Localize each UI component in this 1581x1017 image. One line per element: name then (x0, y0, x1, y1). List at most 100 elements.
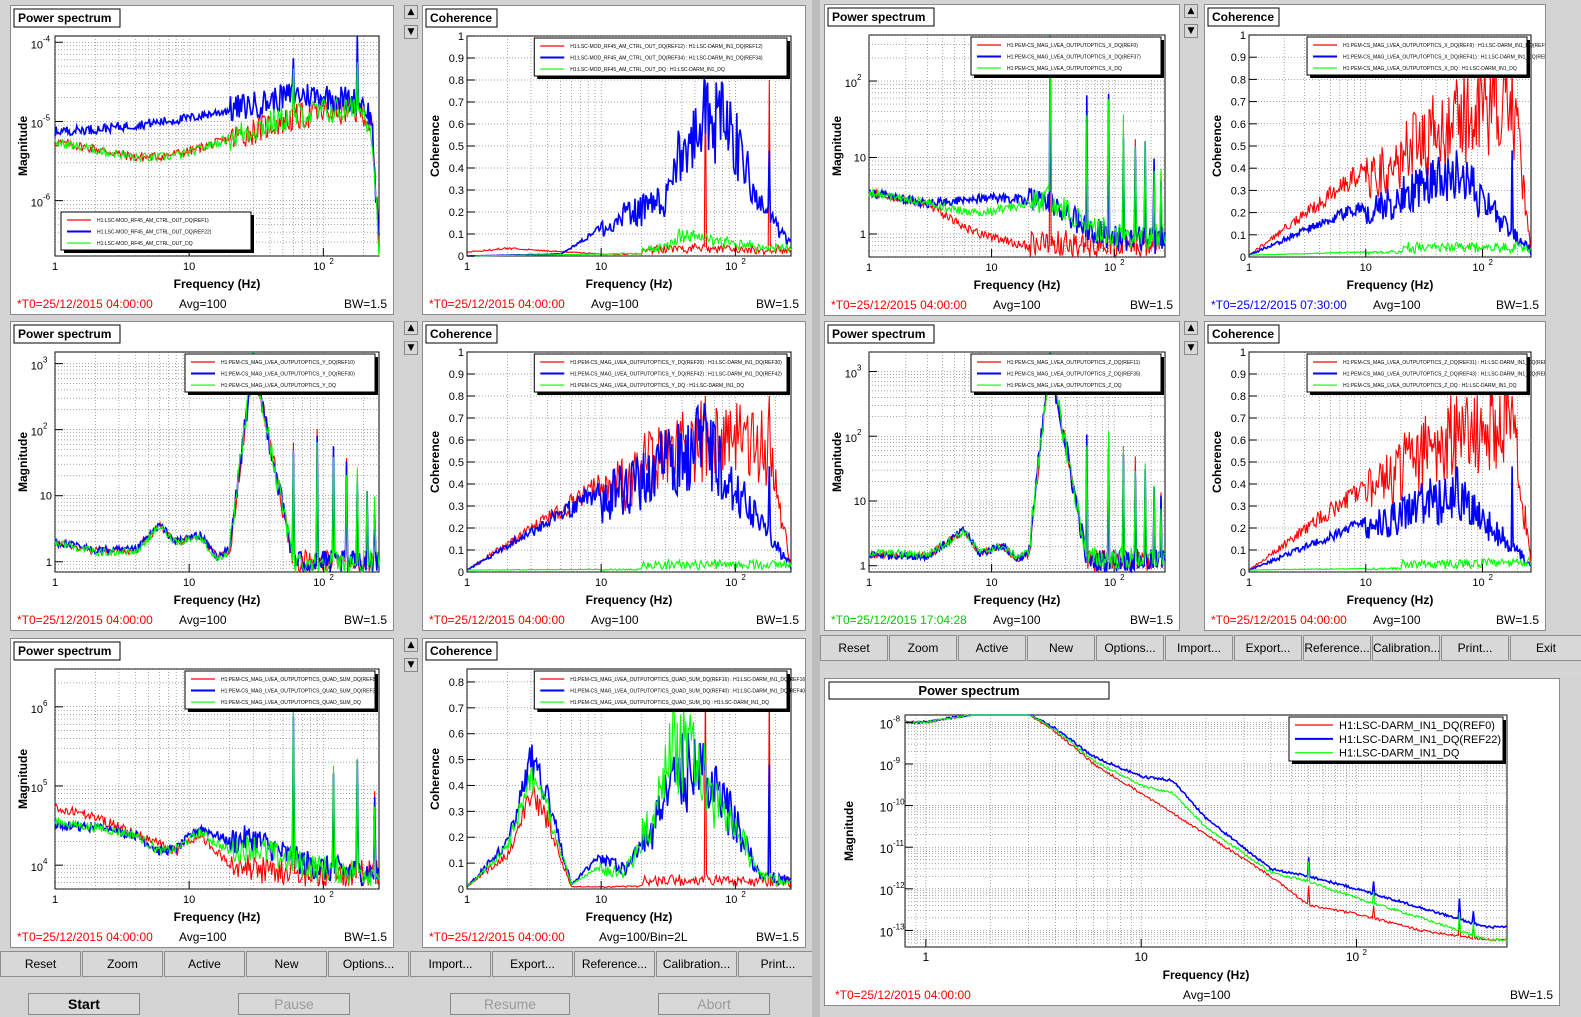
toolbar-button-export[interactable]: Export... (1234, 635, 1302, 661)
toolbar-button-options[interactable]: Options... (1096, 635, 1164, 661)
legend-entry: H1:PEM-CS_MAG_LVEA_OUTPUTOPTICS_Y_DQ(REF… (570, 372, 782, 378)
toolbar-button-reference[interactable]: Reference... (574, 951, 655, 977)
y-tick-label: 10 (880, 801, 894, 815)
x-axis-label: Frequency (Hz) (586, 593, 673, 607)
y-tick-label: 0.4 (1231, 163, 1246, 175)
toolbar-button-import[interactable]: Import... (1165, 635, 1233, 661)
time-stamp: *T0=25/12/2015 04:00:00 (1211, 613, 1347, 627)
darm-diagnostic-window: Power spectrum 1 10 10 2 10 -13 10 -12 10 -11 10 -10… (820, 676, 1581, 1017)
toolbar-button-export[interactable]: Export... (492, 951, 573, 977)
y-tick-exponent: -11 (893, 839, 905, 848)
toolbar-button-calibration[interactable]: Calibration... (1372, 635, 1440, 661)
y-tick-label: 0.8 (449, 677, 464, 689)
legend-entry: H1:PEM-CS_MAG_LVEA_OUTPUTOPTICS_Z_DQ(REF… (1007, 372, 1141, 378)
plot-pad-magy-psd[interactable]: Power spectrum 1 10 10 2 1 10 10 2 10 3 Frequency (… (10, 321, 394, 631)
y-tick-label: 10 (880, 925, 894, 939)
bandwidth: BW=1.5 (756, 930, 799, 944)
plot-pad-magy-coherence[interactable]: Coherence 1 10 10 2 0 0.1 0.2 0.3 0.4 0.5 0.6 0.7 0.8… (422, 321, 806, 631)
legend-entry: H1:LSC-DARM_IN1_DQ(REF22) (1339, 734, 1501, 746)
y-tick-label: 0 (458, 567, 464, 579)
pad-title-text: Coherence (430, 327, 492, 341)
plot-pad-rf45-coherence[interactable]: Coherence 1 10 10 2 0 0.1 0.2 0.3 0.4 0.5 0.6 0.7 0.8… (422, 5, 806, 315)
axis-labels: 1 10 10 2 0 0.1 0.2 0.3 0.4 0.5 0.6 0.7 0.8 0.9 1 Frequ… (428, 347, 746, 607)
x-tick-label: 10 (725, 261, 737, 273)
x-tick-exponent: 2 (329, 573, 334, 582)
x-axis-label: Frequency (Hz) (1163, 968, 1250, 982)
x-tick-label: 10 (1472, 262, 1484, 274)
y-axis-label: Coherence (1210, 115, 1224, 177)
toolbar-button-new[interactable]: New (246, 951, 327, 977)
bandwidth: BW=1.5 (1510, 988, 1553, 1002)
series-line-2 (868, 34, 1166, 249)
plot-pad-magx-psd[interactable]: Power spectrum 1 10 10 2 1 10 10 2 Frequency (Hz)… (824, 4, 1180, 316)
window-separator (812, 0, 820, 1017)
x-tick-label: 10 (1104, 577, 1116, 589)
legend-entry: H1:LSC-MOD_RF45_AM_CTRL_OUT_DQ(REF34) : … (570, 56, 763, 62)
resume-button[interactable]: Resume (450, 993, 570, 1015)
scroll-up-button[interactable]: ▲ (1184, 321, 1198, 335)
scroll-down-button[interactable]: ▼ (404, 341, 418, 355)
series-line-2 (868, 351, 1166, 570)
x-tick-label: 1 (923, 950, 930, 964)
scroll-up-button[interactable]: ▲ (404, 321, 418, 335)
plot-pad-magz-coherence[interactable]: Coherence 1 10 10 2 0 0.1 0.2 0.3 0.4 0.5 0.6 0.7 0.8… (1204, 321, 1546, 631)
toolbar-button-new[interactable]: New (1027, 635, 1095, 661)
scroll-down-button[interactable]: ▼ (404, 658, 418, 672)
toolbar-button-print[interactable]: Print... (1441, 635, 1509, 661)
plot-canvas: Coherence 1 10 10 2 0 0.1 0.2 0.3 0.4 0.5 0.6 0.7 0.8… (425, 324, 799, 627)
toolbar-button-reset[interactable]: Reset (0, 951, 81, 977)
toolbar-button-active[interactable]: Active (164, 951, 245, 977)
y-tick-exponent: -10 (893, 798, 905, 807)
legend-entry: H1:PEM-CS_MAG_LVEA_OUTPUTOPTICS_QUAD_SUM… (570, 677, 805, 683)
x-tick-label: 1 (464, 261, 470, 273)
scroll-up-button[interactable]: ▲ (1184, 4, 1198, 18)
scroll-down-button[interactable]: ▼ (1184, 24, 1198, 38)
plot-pad-rf45-psd[interactable]: Power spectrum 1 10 10 2 10 -6 10 -5 10 -4 Frequenc… (10, 5, 394, 315)
series-line-1 (466, 732, 792, 888)
y-tick-label: 0.3 (1231, 185, 1246, 197)
toolbar-button-zoom[interactable]: Zoom (889, 635, 957, 661)
toolbar-button-reset[interactable]: Reset (820, 635, 888, 661)
y-axis-label: Coherence (1210, 431, 1224, 493)
x-tick-label: 1 (866, 262, 872, 274)
pad-title-text: Coherence (430, 11, 492, 25)
bandwidth: BW=1.5 (756, 297, 799, 311)
plot-canvas: Coherence 1 10 10 2 0 0.1 0.2 0.3 0.4 0.5 0.6 0.7 0.8… (1207, 7, 1545, 312)
y-tick-label: 0.5 (449, 457, 464, 469)
x-axis-label: Frequency (Hz) (174, 277, 261, 291)
start-button[interactable]: Start (28, 993, 140, 1015)
legend-box (184, 353, 376, 393)
y-tick-label: 10 (31, 198, 43, 210)
plot-pad-darm-psd[interactable]: Power spectrum 1 10 10 2 10 -13 10 -12 10 -11 10 -10… (824, 678, 1560, 1006)
toolbar-button-active[interactable]: Active (958, 635, 1026, 661)
scroll-down-button[interactable]: ▼ (1184, 341, 1198, 355)
bandwidth: BW=1.5 (1496, 613, 1539, 627)
toolbar-button-import[interactable]: Import... (410, 951, 491, 977)
toolbar-button-print[interactable]: Print... (738, 951, 818, 977)
scroll-up-button[interactable]: ▲ (404, 638, 418, 652)
toolbar-button-reference[interactable]: Reference... (1303, 635, 1371, 661)
legend-entry: H1:LSC-MOD_RF45_AM_CTRL_OUT_DQ : H1:LSC-… (570, 67, 725, 73)
abort-button[interactable]: Abort (658, 993, 770, 1015)
time-stamp: *T0=25/12/2015 04:00:00 (831, 298, 967, 312)
x-tick-exponent: 2 (1489, 573, 1494, 582)
pause-button[interactable]: Pause (238, 993, 350, 1015)
plot-pad-quad-psd[interactable]: Power spectrum 1 10 10 2 10 4 10 5 10 6 Frequency (… (10, 638, 394, 948)
x-tick-exponent: 2 (329, 257, 334, 266)
scroll-up-button[interactable]: ▲ (404, 5, 418, 19)
x-tick-label: 10 (313, 894, 325, 906)
plot-pad-quad-coherence[interactable]: Coherence 1 10 10 2 0 0.1 0.2 0.3 0.4 0.5 0.6 0.7 0.8… (422, 638, 806, 948)
pad-title: Power spectrum (827, 324, 935, 344)
legend-entry: H1:PEM-CS_MAG_LVEA_OUTPUTOPTICS_X_DQ : H… (1343, 66, 1517, 72)
toolbar-button-calibration[interactable]: Calibration... (656, 951, 737, 977)
plot-pad-magz-psd[interactable]: Power spectrum 1 10 10 2 1 10 10 2 10 3 Frequency (… (824, 321, 1180, 631)
toolbar-button-options[interactable]: Options... (328, 951, 409, 977)
toolbar-button-zoom[interactable]: Zoom (82, 951, 163, 977)
scroll-down-button[interactable]: ▼ (404, 25, 418, 39)
pad-title: Coherence (425, 8, 498, 28)
toolbar-button-exit[interactable]: Exit (1510, 635, 1581, 661)
plot-pad-magx-coherence[interactable]: Coherence 1 10 10 2 0 0.1 0.2 0.3 0.4 0.5 0.6 0.7 0.8… (1204, 4, 1546, 316)
